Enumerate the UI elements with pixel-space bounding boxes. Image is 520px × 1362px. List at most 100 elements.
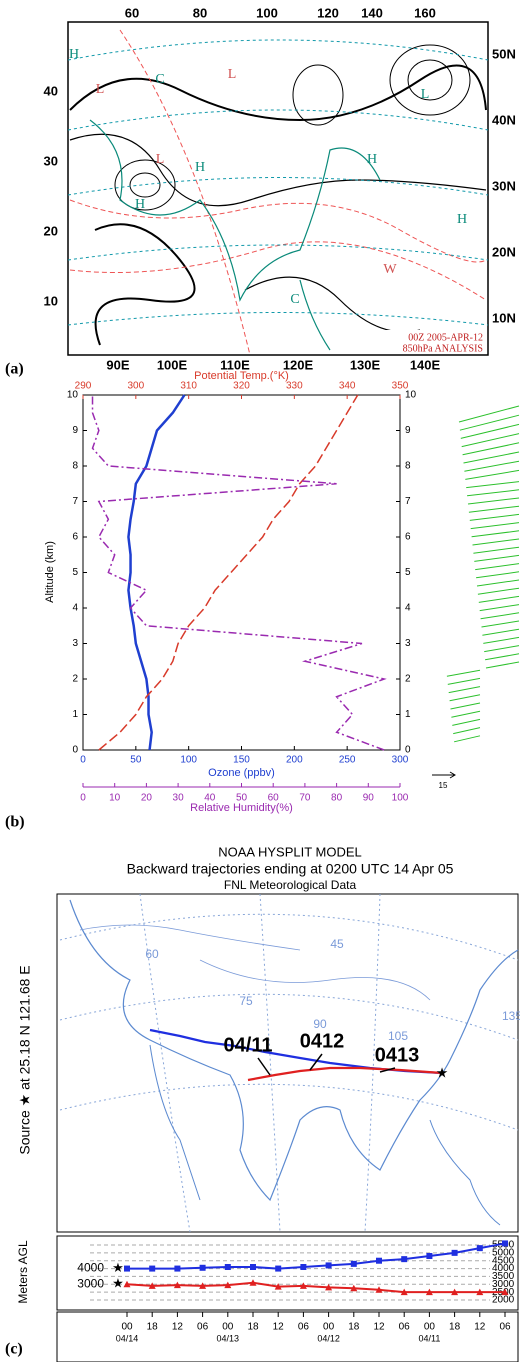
lon-label: 100E: [157, 357, 188, 372]
height-marker: [299, 1282, 307, 1289]
lat-label: 40: [44, 83, 58, 98]
x-tick-label: 100: [392, 793, 409, 804]
time-label: 12: [172, 1322, 184, 1333]
annotation: 850hPa ANALYSIS: [403, 343, 483, 354]
wind-vector: [464, 460, 520, 472]
x-tick-label: 80: [331, 793, 343, 804]
pressure-center: H: [457, 212, 467, 227]
wind-vector: [450, 702, 481, 710]
data-source: FNL Meteorological Data: [224, 878, 357, 892]
time-frame: [56, 1311, 519, 1362]
lon-label: 140: [361, 5, 383, 20]
lat-label: 10N: [492, 310, 516, 325]
time-label: 18: [147, 1322, 159, 1333]
annotation: 00Z 2005-APR-12: [408, 332, 483, 343]
height-marker: [275, 1265, 282, 1272]
y-tick-label: 3000: [492, 1279, 515, 1290]
y-tick-label: 3: [405, 638, 411, 649]
x-tick-label: 290: [75, 381, 92, 392]
wind-vector: [480, 612, 520, 620]
y-tick-label: 0: [405, 745, 411, 756]
wind-vector: [473, 546, 520, 554]
x-axis-title: Ozone (ppbv): [208, 767, 275, 779]
time-label: 06: [399, 1322, 411, 1333]
y-axis-title: Altitude (km): [44, 541, 56, 603]
map-c-frame: [56, 893, 519, 1233]
date-label: 04/12: [317, 1333, 340, 1343]
height-marker: [224, 1281, 232, 1289]
title: NOAA HYSPLIT MODEL: [218, 844, 362, 859]
time-label: 06: [197, 1322, 209, 1333]
height-marker: [173, 1281, 181, 1289]
time-label: 00: [323, 1322, 335, 1333]
start-label: 3000: [77, 1276, 104, 1290]
lon-label: 120: [317, 5, 339, 20]
time-label: 12: [273, 1322, 285, 1333]
x-tick-label: 300: [392, 755, 409, 766]
wind-vector: [451, 710, 481, 718]
wind-vector: [466, 481, 520, 489]
wind-vector: [453, 735, 481, 743]
y-tick-label: 6: [72, 532, 78, 543]
pressure-center: L: [156, 152, 165, 167]
wind-vector: [459, 414, 520, 431]
x-tick-label: 0: [80, 755, 86, 766]
y-tick-label: 7: [72, 496, 78, 507]
wind-vector: [469, 513, 520, 521]
y-tick-label: 10: [67, 390, 79, 401]
time-label: 06: [499, 1322, 511, 1333]
height-marker: [426, 1253, 433, 1259]
height-marker: [401, 1256, 408, 1263]
grid-label: 135: [502, 1009, 520, 1023]
y-tick-label: 4: [405, 603, 411, 614]
trajectory-label: 04/11: [224, 1034, 273, 1056]
map-a-decor: [67, 29, 489, 356]
wind-vector: [478, 595, 520, 603]
height-marker: [274, 1283, 282, 1290]
wind-scale-label: 15: [439, 781, 448, 790]
time-label: 18: [348, 1322, 360, 1333]
x-tick-label: 350: [392, 381, 409, 392]
wind-vector: [467, 497, 520, 505]
y-tick-label: 0: [72, 745, 78, 756]
height-marker: [300, 1264, 307, 1270]
height-marker: [350, 1260, 357, 1267]
y-tick-label: 5: [72, 567, 78, 578]
height-marker: [376, 1257, 382, 1264]
wind-vector: [446, 669, 481, 677]
height-marker: [375, 1286, 383, 1293]
wind-vector: [485, 661, 520, 669]
y-tick-label: 8: [405, 461, 411, 472]
wind-vector: [477, 587, 520, 595]
wind-vector: [481, 620, 520, 628]
height-marker: [425, 1288, 433, 1296]
y-tick-label: 7: [405, 496, 411, 507]
wind-vector: [458, 405, 520, 423]
y-tick-label: 2000: [492, 1295, 515, 1306]
grid-label: 60: [145, 947, 159, 961]
time-label: 18: [449, 1322, 461, 1333]
height-line: [127, 1242, 506, 1270]
wind-vector: [483, 636, 520, 644]
x-tick-label: 60: [268, 793, 280, 804]
date-label: 04/14: [116, 1333, 139, 1343]
y-tick-label: 1: [405, 709, 411, 720]
source-star: ★: [436, 1065, 449, 1081]
time-label: 00: [222, 1322, 234, 1333]
y-tick-label: 9: [72, 425, 78, 436]
height-marker: [124, 1265, 130, 1272]
wind-vector: [463, 451, 520, 464]
map-c-decor: [59, 893, 519, 1233]
wind-vector: [479, 604, 520, 612]
x-tick-label: 50: [130, 755, 142, 766]
profile-line: [127, 394, 186, 751]
pressure-center: H: [69, 47, 79, 62]
height-marker: [451, 1249, 458, 1256]
height-marker: [199, 1282, 207, 1289]
pressure-center: H: [195, 160, 205, 175]
height-marker: [476, 1288, 484, 1296]
lon-label: 120E: [283, 357, 314, 372]
time-label: 00: [121, 1322, 133, 1333]
x-tick-label: 100: [180, 755, 197, 766]
